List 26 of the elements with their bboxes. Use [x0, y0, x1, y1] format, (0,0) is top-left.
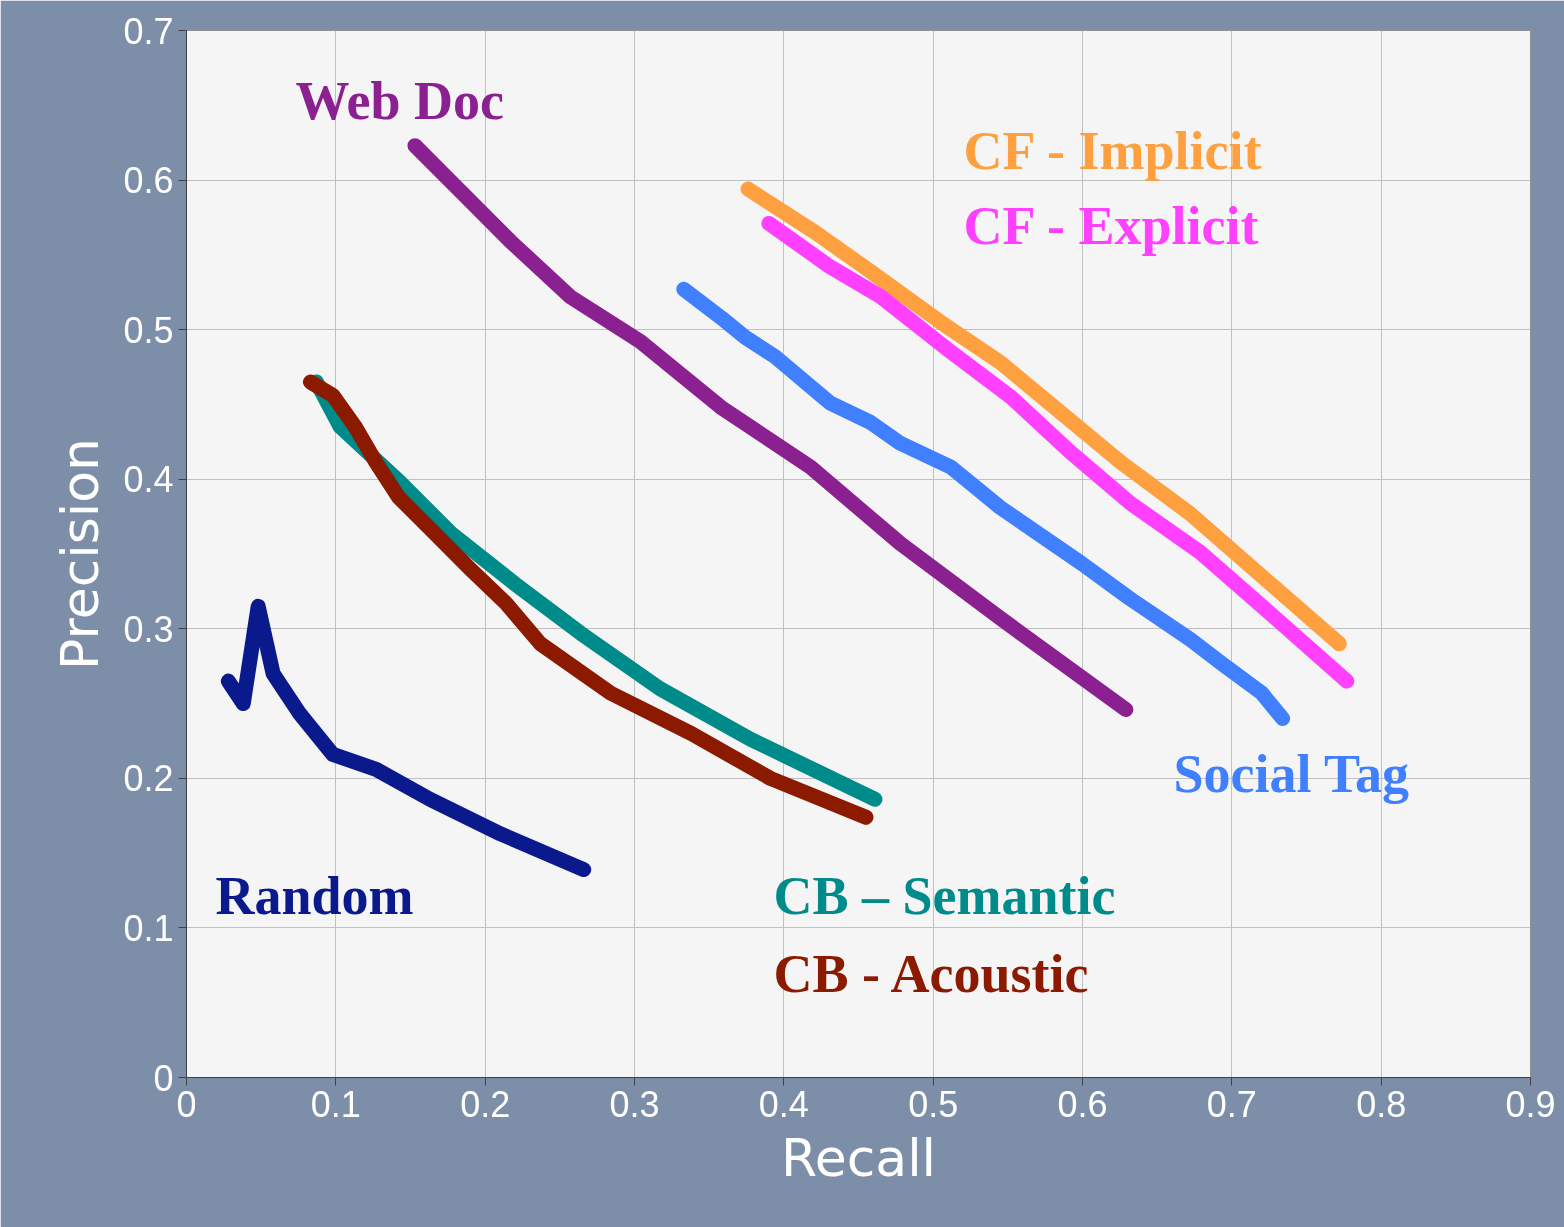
x-tick-label: 0.5	[908, 1083, 959, 1125]
y-tick-label: 0.6	[123, 160, 174, 202]
series-label: Random	[215, 865, 414, 926]
x-tick-label: 0.6	[1057, 1083, 1108, 1125]
x-tick-label: 0.9	[1505, 1083, 1556, 1125]
x-tick-label: 0.8	[1356, 1083, 1407, 1125]
x-tick-label: 0.4	[758, 1083, 809, 1125]
x-tick-label: 0.7	[1206, 1083, 1257, 1125]
series-label: CF - Explicit	[963, 195, 1259, 256]
y-tick-label: 0	[153, 1057, 174, 1099]
series-label: CB – Semantic	[773, 865, 1116, 926]
text: CF - Implicit	[963, 120, 1262, 181]
series-label: Web Doc	[295, 70, 504, 131]
x-tick-label: 0.3	[609, 1083, 660, 1125]
y-tick-label: 0.2	[123, 758, 174, 800]
x-axis-title: Recall	[780, 1127, 937, 1188]
x-tick-label: 0.2	[460, 1083, 511, 1125]
y-tick-label: 0.4	[123, 459, 174, 501]
y-tick-label: 0.7	[123, 10, 174, 52]
y-axis-title: Precision	[50, 437, 111, 671]
text: CB - Acoustic	[773, 943, 1089, 1004]
y-tick-label: 0.3	[123, 608, 174, 650]
x-tick-label: 0.1	[310, 1083, 361, 1125]
series-label: Social Tag	[1173, 743, 1410, 804]
y-tick-label: 0.5	[123, 309, 174, 351]
y-tick-label: 0.1	[123, 907, 174, 949]
